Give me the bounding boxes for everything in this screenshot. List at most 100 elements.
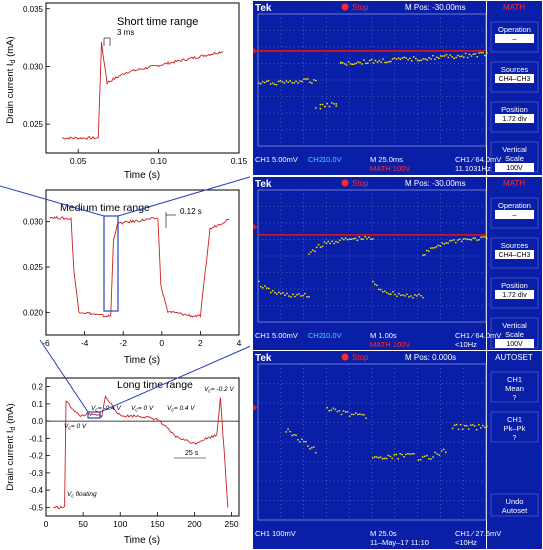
- scope-sample: [398, 292, 400, 295]
- scope-sample: [461, 55, 463, 57]
- scope-sample: [289, 430, 291, 433]
- scope-sample: [478, 239, 480, 241]
- scope-sample: [357, 61, 359, 63]
- scope-sample: [279, 80, 282, 82]
- scope-trace: [258, 235, 488, 299]
- scope-sample: [340, 413, 343, 416]
- scope-sample: [465, 425, 468, 427]
- scope-sample: [436, 56, 438, 58]
- scope-sample: [418, 293, 420, 295]
- scope-sample: [321, 245, 324, 248]
- scope-sample: [426, 249, 428, 252]
- scope-sample: [403, 56, 405, 58]
- scope-sample: [309, 448, 311, 450]
- scope-sample: [354, 237, 357, 240]
- scope-menu-label: Sources: [501, 241, 529, 250]
- zoom-connector-1b: [117, 175, 254, 217]
- scope-sample: [414, 294, 416, 296]
- short-plot-ticks: 0.05 0.10 0.15 0.025 0.030 0.035: [23, 5, 248, 166]
- status-trigger: CH1 ⁄ 64.0mV: [455, 155, 501, 164]
- short-range-title: Short time range: [117, 16, 198, 28]
- scope-menu-value: –: [513, 36, 517, 43]
- vc-label-3: Vc= 0 V: [131, 405, 154, 414]
- scope-sample: [486, 52, 488, 54]
- scope-sample: [297, 439, 299, 441]
- status-ch1-scale: 5.00mV: [272, 331, 298, 340]
- scope-sample: [363, 414, 365, 416]
- scope-sample: [432, 55, 434, 57]
- scope-sample: [281, 81, 284, 83]
- status-math: 11–May–17 11:10: [370, 538, 429, 547]
- zoom-connectors: [0, 175, 254, 413]
- scope-sample: [315, 79, 317, 82]
- scope-sample: [464, 238, 467, 240]
- scope-sample: [282, 292, 284, 294]
- scope-sample: [470, 239, 473, 241]
- scope-menu-value: CH4–CH3: [499, 252, 531, 259]
- long-range-ylabel: Drain current Id (mA): [5, 403, 17, 490]
- scope-sample: [324, 105, 326, 108]
- scope-menu-value: 1.72 div: [502, 292, 527, 299]
- scope-menu-label: Operation: [498, 25, 531, 34]
- scope-menu-item[interactable]: [490, 371, 539, 403]
- scope-sample: [374, 59, 377, 62]
- scope-menu-value-box: [495, 74, 534, 83]
- scope-menu-value-box: [495, 114, 534, 123]
- y-tick-label: 0.030: [23, 218, 44, 227]
- scope-sample: [372, 280, 374, 283]
- scope-sample: [383, 457, 386, 460]
- scope-sample: [313, 446, 315, 448]
- scope-sample: [463, 425, 466, 427]
- scope-sample: [467, 428, 470, 430]
- scope-sample: [262, 287, 264, 289]
- status-trigger: CH1 ⁄ 27.6mV: [455, 529, 501, 538]
- vc-label-1: Vc= -0.2 V: [204, 386, 234, 395]
- scope-sample: [287, 428, 289, 430]
- scope-sample: [455, 56, 457, 59]
- scope-sample: [460, 240, 463, 243]
- scope-sample: [461, 428, 464, 430]
- scope-sample: [381, 458, 384, 460]
- scope-sample: [295, 80, 297, 82]
- scope-sample: [470, 55, 473, 57]
- scope-sample: [365, 417, 367, 419]
- scope-sample: [280, 292, 282, 295]
- scope-sample: [449, 240, 451, 242]
- scope-sample: [344, 237, 347, 239]
- scope-sample: [397, 57, 400, 59]
- scope-sample: [346, 239, 349, 241]
- scope-sample: [430, 458, 432, 460]
- scope-sample: [285, 80, 288, 82]
- scope-mpos: M Pos: -30.00ms: [405, 3, 465, 12]
- scope-sample: [382, 58, 384, 60]
- scope-sample: [284, 294, 286, 296]
- scope-menu-item[interactable]: [490, 411, 539, 443]
- scope-sample: [420, 59, 423, 61]
- scope-sample: [372, 238, 374, 240]
- scope-sample: [418, 59, 421, 62]
- scope-sample: [310, 251, 312, 253]
- scope-sample: [335, 240, 337, 243]
- y-tick-label: 0.035: [23, 5, 44, 14]
- scope-sample: [482, 236, 484, 238]
- x-tick-label: 100: [113, 519, 127, 529]
- scope-menu-value-box: [495, 34, 534, 43]
- scope-sample: [397, 458, 399, 460]
- scope-sample: [476, 56, 478, 58]
- scope-sample: [297, 82, 299, 84]
- scope-sample: [349, 63, 352, 65]
- scope-menu-item[interactable]: [490, 493, 539, 517]
- scope-sample: [305, 78, 307, 80]
- scope-sample: [364, 235, 366, 238]
- scope-sample: [389, 455, 392, 458]
- scope-sample: [423, 455, 426, 457]
- scope-sample: [455, 241, 457, 244]
- scope-menu-value-box: [495, 210, 534, 219]
- scope-sample: [372, 457, 374, 459]
- stop-indicator-icon: [341, 353, 349, 361]
- scope-sample: [331, 102, 333, 104]
- scope-sample: [271, 82, 274, 84]
- scope-trace: [258, 51, 488, 110]
- scope-mode: MATH: [503, 179, 525, 188]
- scope-brand: Tek: [255, 353, 272, 364]
